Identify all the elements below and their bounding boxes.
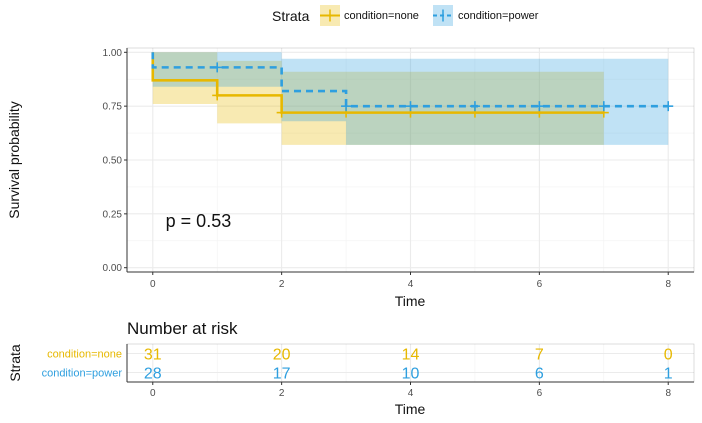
y-tick-label: 0.75	[103, 102, 123, 113]
risk-x-tick-label: 6	[537, 388, 543, 399]
main-gridlines	[126, 47, 695, 273]
confidence-bands	[152, 52, 669, 145]
x-tick-label: 6	[537, 279, 543, 290]
survival-curve-condition-power	[151, 52, 669, 108]
legend: Strata condition=none condition=power	[272, 5, 539, 26]
y-axis-title: Survival probability	[6, 101, 22, 219]
legend-label-condition-none: condition=none	[344, 10, 419, 22]
x-tick-label: 8	[665, 279, 671, 290]
censor-marks	[212, 62, 674, 118]
main-plot-panel: 0.00 0.25 0.50 0.75 1.00 0 2 4 6 8 p = 0.53 Time…	[6, 47, 695, 309]
risk-x-axis-ticks: 0 2 4 6 8	[150, 382, 671, 399]
confidence-band-condition-power	[152, 52, 669, 145]
p-value-annotation: p = 0.53	[166, 211, 232, 231]
risk-table-strata-labels: condition=none condition=power	[42, 349, 123, 380]
y-axis-ticks: 0.00 0.25 0.50 0.75 1.00	[103, 48, 127, 274]
y-tick-label: 0.00	[103, 263, 123, 274]
risk-count: 31	[144, 347, 162, 364]
risk-count: 20	[273, 347, 291, 364]
risk-count: 0	[664, 347, 673, 364]
risk-table-values: 31 20 14 7 0 28 17 10 6 1	[144, 347, 673, 383]
x-tick-label: 4	[408, 279, 414, 290]
y-tick-label: 0.50	[103, 156, 123, 167]
y-tick-label: 0.25	[103, 209, 123, 220]
risk-count: 6	[535, 366, 544, 383]
legend-label-condition-power: condition=power	[458, 10, 539, 22]
risk-x-tick-label: 2	[279, 388, 285, 399]
confidence-band-condition-none	[152, 52, 604, 145]
risk-x-tick-label: 0	[150, 388, 156, 399]
x-axis-ticks: 0 2 4 6 8	[150, 272, 671, 290]
risk-count: 1	[664, 366, 673, 383]
risk-x-tick-label: 8	[665, 388, 671, 399]
risk-table: Number at risk 31 20 14 7 028 17 10 6 1 conditio…	[7, 319, 695, 417]
risk-count: 14	[402, 347, 420, 364]
risk-strata-label: condition=power	[42, 368, 123, 380]
risk-strata-label: condition=none	[47, 349, 122, 361]
legend-key-condition-power	[433, 5, 453, 26]
risk-count: 7	[535, 347, 544, 364]
x-axis-title: Time	[395, 293, 426, 309]
risk-count: 17	[273, 366, 291, 383]
x-tick-label: 0	[150, 279, 156, 290]
risk-count: 28	[144, 366, 162, 383]
risk-count: 10	[402, 366, 420, 383]
y-tick-label: 1.00	[103, 48, 123, 59]
risk-y-axis-title: Strata	[7, 344, 23, 382]
risk-x-axis-title: Time	[395, 401, 426, 417]
legend-title: Strata	[272, 8, 310, 24]
risk-x-tick-label: 4	[408, 388, 414, 399]
x-tick-label: 2	[279, 279, 285, 290]
risk-table-title: Number at risk	[127, 319, 238, 338]
legend-key-condition-none	[320, 5, 340, 26]
